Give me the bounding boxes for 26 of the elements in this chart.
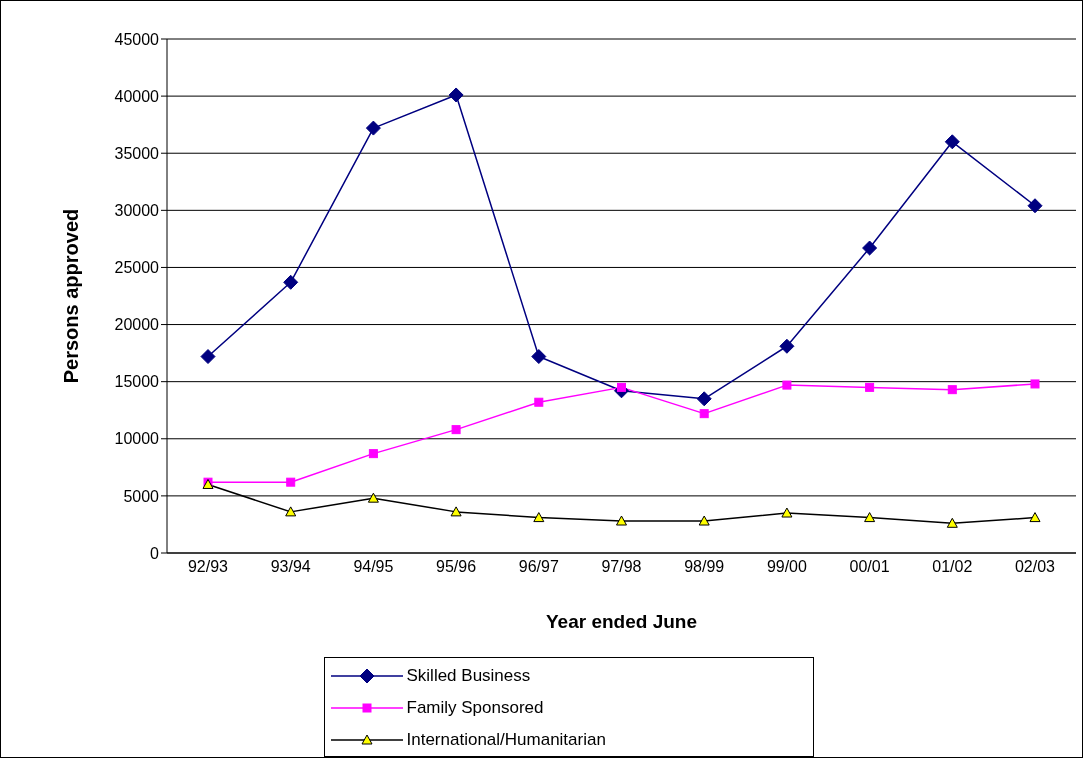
x-tick-label: 00/01 (849, 558, 890, 576)
y-tick-label: 30000 (114, 202, 160, 220)
y-tick-label: 40000 (114, 87, 160, 105)
y-tick-label: 25000 (114, 259, 160, 277)
legend-label: International/Humanitarian (406, 730, 606, 750)
y-tick-label: 45000 (114, 30, 160, 48)
legend-label: Family Sponsored (406, 698, 544, 718)
x-tick-label: 98/99 (684, 558, 725, 576)
x-tick-label: 92/93 (187, 558, 229, 576)
x-tick-label: 93/94 (270, 558, 311, 576)
y-tick-label: 35000 (114, 144, 160, 162)
x-tick-label: 95/96 (436, 558, 477, 576)
legend-label: Skilled Business (406, 666, 531, 686)
y-tick-label: 10000 (114, 430, 160, 448)
x-tick-label: 01/02 (932, 558, 973, 576)
x-tick-label: 97/98 (601, 558, 642, 576)
x-tick-label: 94/95 (353, 558, 394, 576)
y-tick-label: 15000 (114, 373, 160, 391)
y-axis-title: Persons approved (60, 208, 83, 384)
x-axis-title: Year ended June (545, 611, 698, 633)
x-tick-label: 96/97 (518, 558, 559, 576)
y-tick-label: 5000 (123, 487, 160, 505)
y-tick-label: 0 (150, 544, 160, 562)
x-tick-label: 99/00 (766, 558, 808, 576)
y-tick-label: 20000 (114, 316, 160, 334)
x-tick-label: 02/03 (1014, 558, 1056, 576)
